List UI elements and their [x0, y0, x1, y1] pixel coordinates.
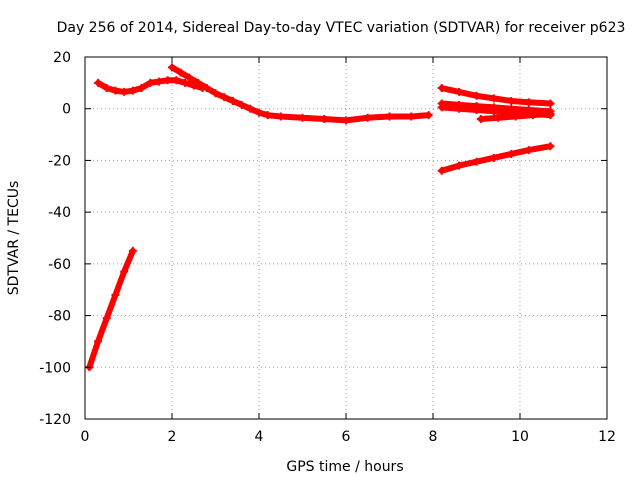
data-point: [146, 78, 155, 87]
data-point: [194, 78, 203, 87]
data-point: [185, 73, 194, 82]
data-point: [163, 76, 172, 85]
data-point: [168, 63, 176, 72]
data-point: [546, 109, 555, 118]
data-point: [511, 112, 520, 121]
data-point: [176, 68, 185, 77]
data-point: [455, 87, 464, 96]
x-tick-label: 12: [598, 429, 616, 445]
x-tick-label: 10: [511, 429, 529, 445]
data-point: [476, 115, 485, 124]
y-tick-label: -40: [48, 205, 71, 221]
series-track-7: [476, 109, 555, 124]
data-point: [263, 111, 272, 120]
data-point: [211, 89, 220, 98]
data-point: [437, 103, 446, 112]
series-track-3: [168, 63, 433, 125]
data-point: [494, 113, 503, 122]
x-axis-label: GPS time / hours: [286, 459, 403, 475]
y-axis-label: SDTVAR / TECUs: [6, 181, 22, 296]
data-point: [472, 106, 481, 115]
series-track-4: [437, 84, 555, 108]
data-point: [489, 94, 498, 103]
x-tick-label: 6: [342, 429, 351, 445]
data-point: [507, 96, 516, 105]
data-point: [546, 99, 555, 108]
data-point: [237, 100, 246, 109]
data-point: [154, 77, 163, 86]
y-tick-label: -120: [39, 412, 71, 428]
data-point: [507, 149, 516, 158]
data-point: [363, 113, 372, 122]
data-point: [94, 337, 103, 346]
chart-title: Day 256 of 2014, Sidereal Day-to-day VTE…: [57, 20, 626, 36]
data-point: [128, 246, 137, 255]
series-track-8: [437, 142, 555, 175]
series-track-1: [85, 246, 137, 372]
data-point: [128, 86, 137, 95]
data-point: [385, 112, 394, 121]
data-point: [172, 76, 181, 85]
data-point: [529, 111, 538, 120]
data-point: [472, 91, 481, 100]
data-point: [120, 267, 129, 276]
data-point: [181, 78, 190, 87]
y-tick-label: 0: [62, 102, 71, 118]
y-tick-label: -60: [48, 257, 71, 273]
axis-ticks: 0 2 4 6 8 10 12 -120 -100 -80 -60 -40 -20 0 20: [39, 50, 616, 445]
data-point: [524, 98, 533, 107]
data-point: [455, 161, 464, 170]
data-point: [102, 84, 111, 93]
data-point: [489, 153, 498, 162]
data-point: [120, 87, 129, 96]
data-point: [246, 104, 255, 113]
data-point: [202, 84, 211, 93]
data-point: [276, 112, 285, 121]
data-point: [220, 93, 229, 102]
data-point: [137, 84, 146, 93]
data-point: [342, 116, 350, 125]
y-tick-label: -100: [39, 360, 71, 376]
data-point: [320, 115, 329, 124]
x-tick-label: 4: [255, 429, 264, 445]
y-tick-label: -20: [48, 153, 71, 169]
data-point: [298, 113, 307, 122]
x-tick-label: 8: [429, 429, 438, 445]
data-point: [407, 112, 416, 121]
data-series: [85, 63, 555, 372]
data-point: [111, 290, 120, 299]
x-tick-label: 2: [168, 429, 177, 445]
data-point: [424, 111, 433, 120]
data-point: [228, 96, 237, 105]
data-point: [255, 108, 263, 117]
grid: [85, 57, 607, 419]
data-point: [94, 78, 103, 87]
y-tick-label: 20: [53, 50, 71, 66]
data-point: [546, 142, 555, 151]
y-tick-label: -80: [48, 309, 71, 325]
data-point: [489, 107, 498, 116]
data-point: [437, 84, 446, 93]
data-point: [472, 157, 481, 166]
data-point: [111, 86, 120, 95]
x-tick-label: 0: [81, 429, 90, 445]
data-point: [437, 166, 446, 175]
data-point: [524, 146, 533, 155]
data-point: [455, 104, 464, 113]
series-band: [86, 247, 136, 371]
data-point: [102, 314, 111, 323]
